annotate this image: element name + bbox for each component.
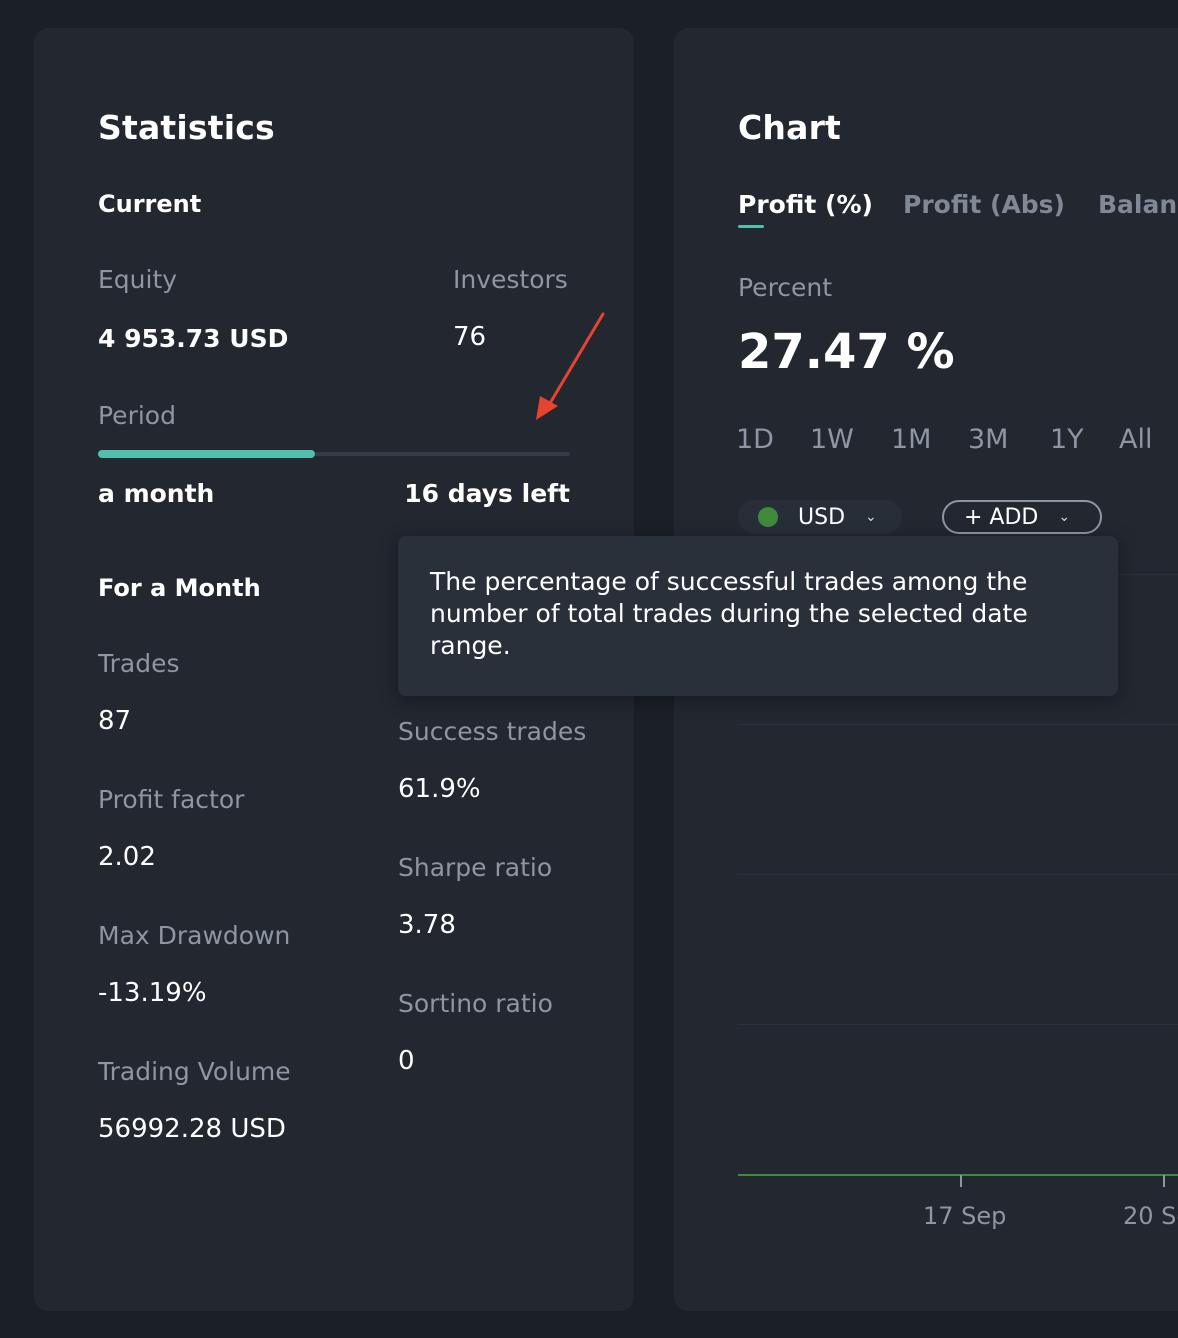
equity-label: Equity — [98, 265, 178, 294]
current-heading: Current — [98, 190, 202, 218]
tab-profit-percent[interactable]: Profit (%) — [738, 190, 873, 219]
trades-label: Trades — [98, 649, 180, 678]
investors-label: Investors — [453, 265, 568, 294]
success-trades-label[interactable]: Success trades — [398, 717, 587, 746]
trades-value: 87 — [98, 706, 132, 736]
period-start: a month — [98, 479, 215, 508]
currency-select-label: USD — [798, 504, 846, 530]
sharpe-ratio-value: 3.78 — [398, 910, 456, 940]
x-axis-tick — [960, 1175, 962, 1187]
x-axis-label-20-sep: 20 Sep — [1123, 1202, 1178, 1230]
metric-value: 27.47 % — [738, 324, 955, 380]
metric-label: Percent — [738, 273, 833, 302]
period-remaining: 16 days left — [404, 479, 570, 508]
sortino-ratio-label: Sortino ratio — [398, 989, 553, 1018]
tab-balance[interactable]: Balance — [1098, 190, 1178, 219]
chevron-down-icon: ⌄ — [865, 509, 877, 525]
range-3m[interactable]: 3M — [968, 424, 1009, 455]
success-trades-tooltip: The percentage of successful trades amon… — [398, 536, 1118, 696]
range-1d[interactable]: 1D — [736, 424, 774, 455]
currency-select[interactable]: USD ⌄ — [738, 500, 902, 534]
trading-volume-value: 56992.28 USD — [98, 1114, 286, 1144]
add-series-label: + ADD — [964, 504, 1039, 530]
range-1y[interactable]: 1Y — [1050, 424, 1084, 455]
grid-line — [738, 874, 1178, 875]
period-progress-fill — [98, 450, 316, 458]
investors-value: 76 — [453, 322, 487, 352]
range-1w[interactable]: 1W — [810, 424, 854, 455]
trading-volume-label: Trading Volume — [98, 1057, 291, 1086]
grid-line — [738, 724, 1178, 725]
period-progress-bar — [98, 450, 570, 458]
sortino-ratio-value: 0 — [398, 1046, 415, 1076]
grid-line — [738, 1024, 1178, 1025]
add-series-button[interactable]: + ADD ⌄ — [942, 500, 1102, 534]
success-trades-value: 61.9% — [398, 774, 481, 804]
annotation-arrow-icon — [536, 312, 605, 420]
tooltip-text: The percentage of successful trades amon… — [430, 567, 1028, 660]
max-drawdown-value: -13.19% — [98, 978, 207, 1008]
statistics-title: Statistics — [98, 108, 275, 147]
active-tab-underline — [738, 225, 764, 228]
x-axis-label-17-sep: 17 Sep — [923, 1202, 1007, 1230]
equity-value: 4 953.73 USD — [98, 324, 289, 353]
tab-profit-abs[interactable]: Profit (Abs) — [903, 190, 1065, 219]
chart-series-line — [738, 1174, 1178, 1176]
sharpe-ratio-label: Sharpe ratio — [398, 853, 553, 882]
x-axis-tick — [1163, 1175, 1165, 1187]
chevron-down-icon: ⌄ — [1058, 509, 1071, 525]
range-1m[interactable]: 1M — [891, 424, 932, 455]
period-label: Period — [98, 401, 176, 430]
profit-factor-value: 2.02 — [98, 842, 156, 872]
currency-color-dot — [758, 507, 778, 527]
range-all[interactable]: All — [1119, 424, 1153, 455]
chart-title: Chart — [738, 108, 842, 147]
month-heading: For a Month — [98, 574, 261, 602]
max-drawdown-label: Max Drawdown — [98, 921, 291, 950]
profit-factor-label: Profit factor — [98, 785, 245, 814]
